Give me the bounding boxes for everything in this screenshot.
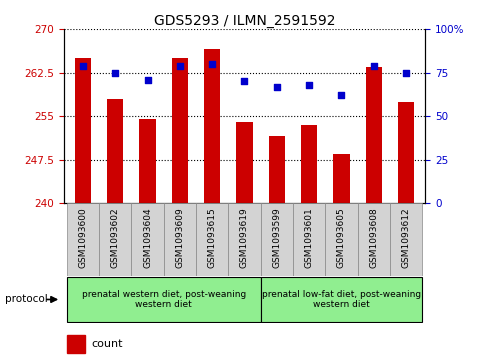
Bar bbox=[301, 125, 317, 203]
Text: GSM1093609: GSM1093609 bbox=[175, 207, 184, 268]
Bar bbox=[171, 58, 187, 203]
Bar bbox=[67, 277, 260, 322]
Text: protocol: protocol bbox=[5, 294, 47, 305]
Text: GSM1093619: GSM1093619 bbox=[240, 207, 248, 268]
Point bbox=[176, 63, 183, 69]
Point bbox=[337, 92, 345, 98]
Bar bbox=[268, 136, 285, 203]
Bar bbox=[397, 102, 413, 203]
Bar bbox=[99, 203, 131, 276]
Bar bbox=[260, 203, 292, 276]
Bar bbox=[75, 58, 91, 203]
Text: count: count bbox=[92, 339, 123, 349]
Bar bbox=[292, 203, 325, 276]
Bar bbox=[203, 49, 220, 203]
Text: prenatal low-fat diet, post-weaning
western diet: prenatal low-fat diet, post-weaning west… bbox=[262, 290, 420, 309]
Text: GSM1093605: GSM1093605 bbox=[336, 207, 345, 268]
Point bbox=[305, 82, 312, 88]
Point bbox=[111, 70, 119, 76]
Point bbox=[79, 63, 87, 69]
Text: GSM1093612: GSM1093612 bbox=[401, 207, 410, 268]
Bar bbox=[389, 203, 421, 276]
Title: GDS5293 / ILMN_2591592: GDS5293 / ILMN_2591592 bbox=[153, 14, 335, 28]
Text: GSM1093601: GSM1093601 bbox=[304, 207, 313, 268]
Text: GSM1093602: GSM1093602 bbox=[111, 207, 120, 268]
Bar bbox=[131, 203, 163, 276]
Text: GSM1093608: GSM1093608 bbox=[368, 207, 377, 268]
Bar bbox=[236, 122, 252, 203]
Bar bbox=[139, 119, 155, 203]
Bar bbox=[333, 154, 349, 203]
Bar bbox=[365, 67, 381, 203]
Text: GSM1093615: GSM1093615 bbox=[207, 207, 216, 268]
Point bbox=[401, 70, 409, 76]
Bar bbox=[67, 335, 84, 352]
Text: GSM1093604: GSM1093604 bbox=[143, 207, 152, 268]
Text: prenatal western diet, post-weaning
western diet: prenatal western diet, post-weaning west… bbox=[81, 290, 245, 309]
Point bbox=[143, 77, 151, 82]
Bar bbox=[107, 99, 123, 203]
Bar bbox=[196, 203, 228, 276]
Bar bbox=[228, 203, 260, 276]
Bar bbox=[260, 277, 421, 322]
Point bbox=[369, 63, 377, 69]
Text: GSM1093599: GSM1093599 bbox=[272, 207, 281, 268]
Bar bbox=[163, 203, 196, 276]
Point bbox=[272, 83, 280, 89]
Text: GSM1093600: GSM1093600 bbox=[78, 207, 87, 268]
Bar bbox=[67, 203, 99, 276]
Point bbox=[240, 78, 248, 84]
Point bbox=[208, 61, 216, 67]
Bar bbox=[325, 203, 357, 276]
Bar bbox=[357, 203, 389, 276]
